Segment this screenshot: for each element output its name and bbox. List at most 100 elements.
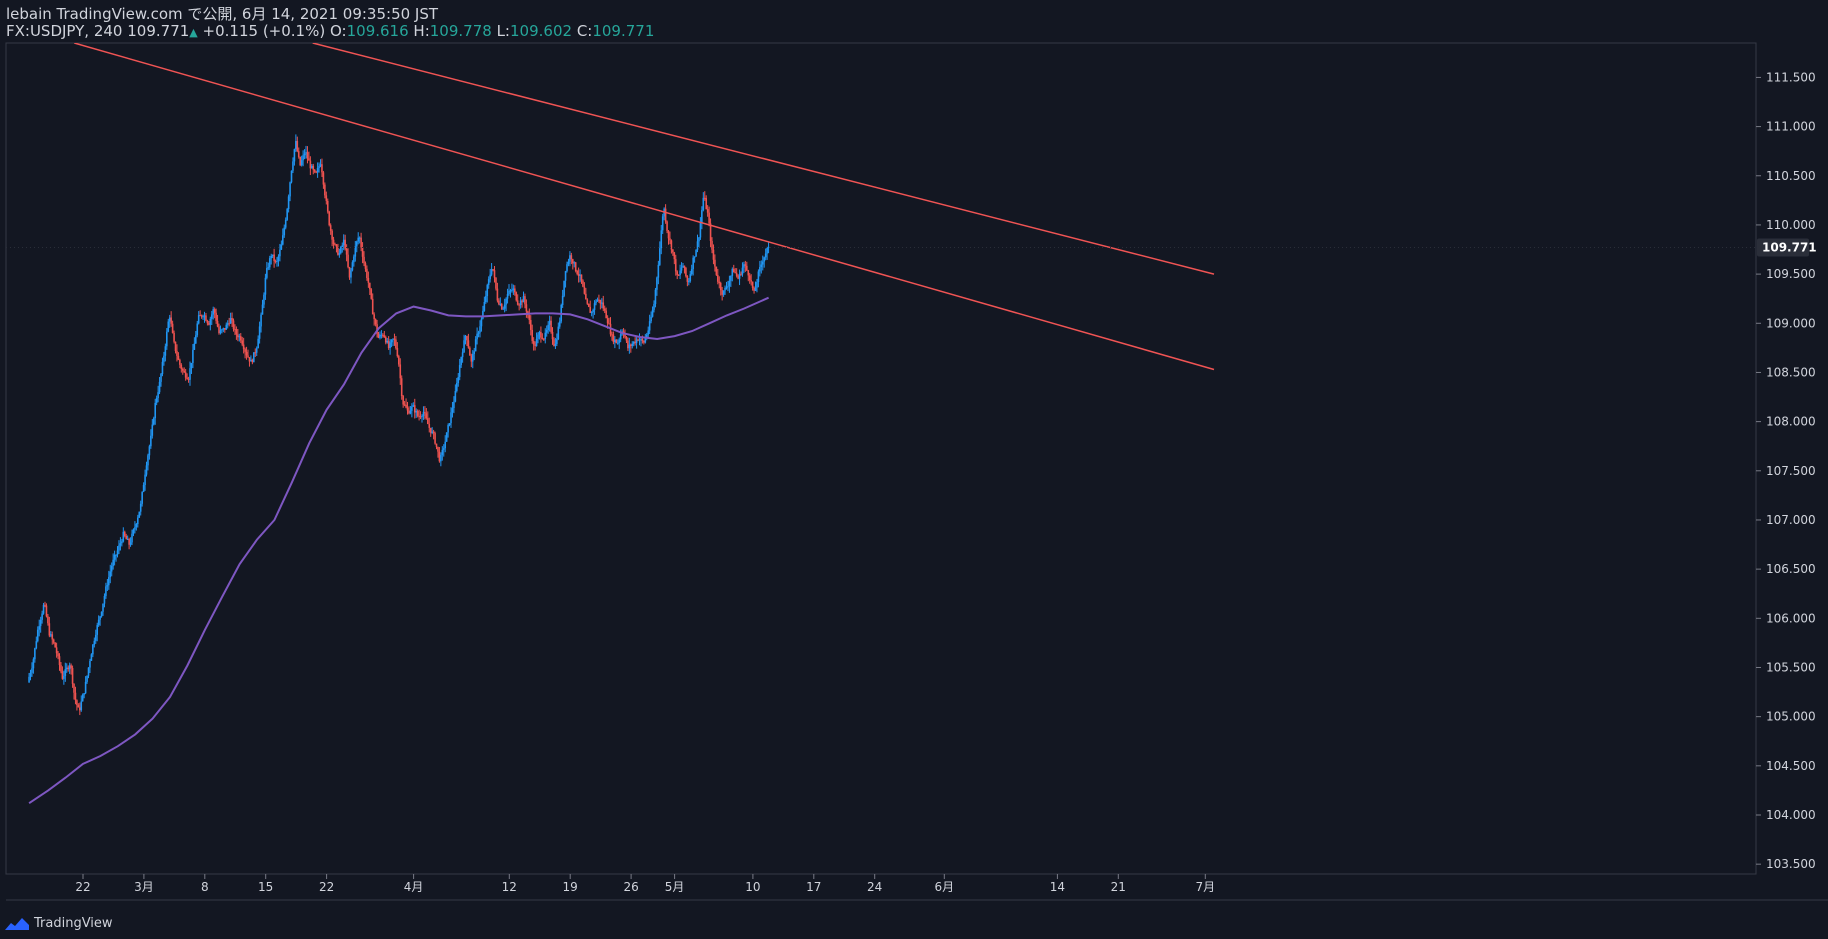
candle-body (714, 259, 716, 267)
candle-body (554, 343, 557, 347)
y-axis[interactable]: 103.500 104.000 104.500 105.000 105.500 106.0… (1756, 70, 1816, 871)
candle-body (387, 341, 390, 349)
y-tick-label: 103.500 (1766, 857, 1816, 871)
candle-body (482, 310, 484, 319)
candle-body (150, 435, 152, 447)
x-tick-label: 7月 (1195, 880, 1215, 894)
x-axis[interactable]: 22 3月 8 15 22 4月 12 19 26 5月 10 17 24 6月 14 21 7月 (75, 874, 1215, 894)
candle-body (144, 474, 146, 485)
candle-body (138, 511, 141, 518)
candle-body (480, 318, 483, 327)
candle-body (593, 303, 596, 310)
candle-body (445, 432, 448, 442)
last-price-tag-label: 109.771 (1762, 240, 1817, 254)
candle-body (99, 616, 101, 620)
candle-body (419, 416, 422, 418)
candle-body (721, 290, 723, 295)
candle-body (348, 267, 351, 278)
candle-body (708, 212, 710, 224)
tradingview-logo-icon (4, 917, 30, 931)
candle-body (511, 290, 513, 292)
last-price: 109.771 (127, 22, 190, 40)
candle-body (234, 328, 236, 330)
candle-body (628, 344, 631, 349)
candle-body (743, 264, 745, 268)
candle-body (424, 411, 426, 414)
price-change: +0.115 (+0.1%) (202, 22, 326, 40)
candle-body (392, 338, 394, 340)
candle-body (341, 245, 344, 248)
candle-body (653, 303, 655, 310)
candle-body (118, 545, 120, 551)
candle-body (100, 611, 103, 617)
candle-body (717, 274, 719, 282)
candle-body (54, 642, 56, 648)
candle-body (215, 312, 217, 321)
candle-body (367, 278, 370, 283)
candle-body (219, 330, 222, 334)
candle-body (654, 289, 657, 304)
candle-body (151, 424, 154, 436)
candle-body (383, 335, 386, 338)
candle-body (299, 156, 302, 166)
candle-body (390, 339, 393, 343)
candle-body (174, 341, 177, 352)
candle-body (273, 254, 275, 261)
candle-body (618, 339, 621, 343)
candle-body (145, 465, 148, 475)
candle-body (266, 268, 268, 278)
candle-body (42, 604, 45, 614)
candle-body (521, 300, 523, 303)
x-tick-label: 3月 (134, 880, 154, 894)
moving-average-line (28, 296, 770, 805)
candle-body (540, 331, 542, 338)
candle-body (502, 308, 505, 310)
candle-body (97, 619, 100, 626)
candle-body (418, 415, 420, 417)
candle-body (163, 355, 165, 362)
candle-body (751, 281, 754, 288)
candle-body (334, 244, 336, 246)
trendline-1[interactable] (74, 43, 1215, 371)
candle-body (454, 391, 457, 402)
y-tick-label: 107.500 (1766, 464, 1816, 478)
candle-body (683, 265, 686, 268)
high-value: 109.778 (429, 22, 492, 40)
candle-body (630, 344, 632, 346)
candle-body (692, 257, 694, 270)
candle-body (89, 660, 91, 668)
candle-body (406, 407, 409, 411)
candle-body (335, 244, 338, 247)
candle-body (627, 340, 629, 349)
candle-body (48, 623, 51, 636)
candle-body (92, 644, 94, 655)
y-tick-label: 111.000 (1766, 120, 1816, 134)
trendline-2[interactable] (312, 43, 1215, 275)
candle-body (466, 336, 468, 341)
candle-body (760, 264, 763, 268)
candle-body (237, 334, 239, 338)
candle-body (164, 346, 167, 356)
candle-body (238, 336, 241, 338)
candle-body (648, 321, 651, 331)
candle-body (355, 241, 358, 247)
candle-body (235, 329, 238, 335)
candle-body (425, 413, 428, 419)
candle-body (179, 359, 181, 365)
candle-body (551, 331, 554, 340)
candle-body (470, 355, 473, 362)
candle-body (326, 200, 329, 212)
y-tick-label: 111.500 (1766, 70, 1816, 84)
candle-body (76, 700, 78, 706)
candle-body (574, 262, 577, 272)
candle-body (297, 151, 300, 157)
open-value: 109.616 (346, 22, 409, 40)
candle-body (524, 296, 526, 305)
candle-body (561, 295, 564, 305)
candle-body (84, 681, 87, 694)
candle-body (161, 361, 164, 374)
candle-body (732, 269, 735, 273)
candle-body (750, 280, 752, 282)
candle-body (659, 248, 661, 265)
